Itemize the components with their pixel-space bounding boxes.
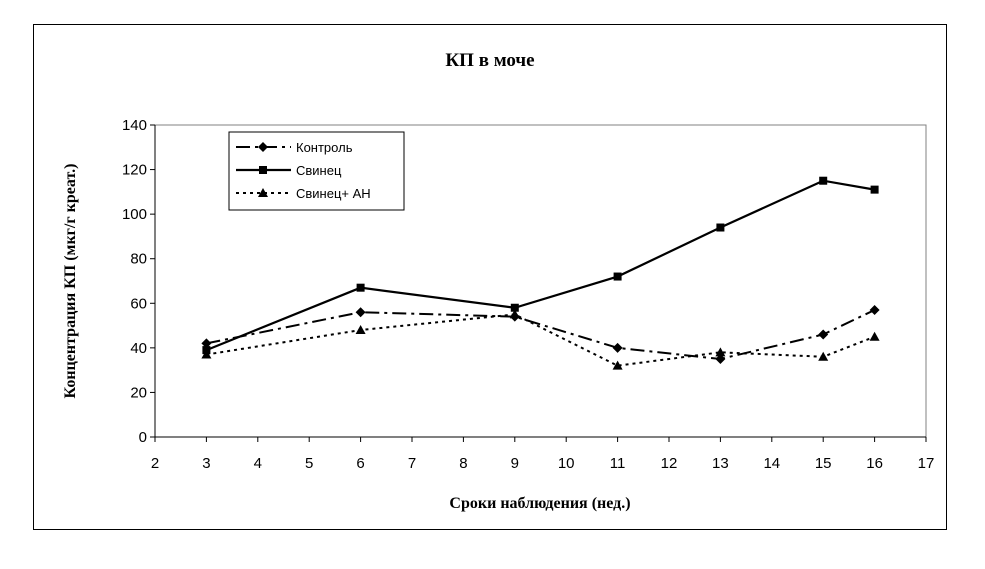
data-point — [201, 349, 212, 359]
chart-title: КП в моче — [445, 50, 534, 71]
series-line — [206, 309, 876, 361]
x-tick-label: 17 — [918, 455, 935, 472]
x-tick-label: 11 — [610, 455, 626, 472]
y-tick-label: 140 — [122, 117, 147, 134]
data-point — [612, 342, 623, 353]
data-point — [869, 304, 880, 315]
data-point — [201, 338, 212, 349]
legend-label: Свинец+ АН — [296, 186, 371, 201]
data-point — [818, 329, 829, 340]
data-point — [716, 223, 725, 232]
data-point — [715, 354, 726, 364]
x-tick-label: 10 — [558, 455, 575, 472]
x-tick-label: 14 — [763, 455, 780, 472]
series-layer — [201, 176, 880, 370]
legend-swatch-marker — [258, 188, 268, 197]
data-point — [509, 309, 520, 319]
x-tick-label: 13 — [712, 455, 729, 472]
y-tick-label: 40 — [130, 340, 147, 357]
y-tick-label: 60 — [130, 295, 147, 312]
x-tick-label: 7 — [408, 455, 416, 472]
legend-item: Контроль — [236, 140, 353, 155]
x-axis-title: Сроки наблюдения (нед.) — [449, 495, 630, 512]
data-point — [870, 185, 879, 194]
data-point — [818, 351, 829, 361]
y-tick-label: 100 — [122, 206, 147, 223]
legend-label: Свинец — [296, 163, 342, 178]
legend-swatch-marker — [259, 166, 267, 174]
data-point — [869, 331, 880, 341]
series-3 — [201, 309, 880, 370]
y-tick-label: 20 — [130, 384, 147, 401]
chart-frame — [33, 24, 947, 530]
y-tick-label: 120 — [122, 162, 147, 179]
y-tick-label: 0 — [139, 429, 147, 446]
data-point — [356, 283, 365, 292]
legend: Контроль Свинец Свинец+ АН — [228, 131, 405, 211]
y-axis-title: Концентрация КП (мкг/г креат.) — [62, 164, 79, 399]
data-point — [819, 176, 828, 185]
y-tick-label: 80 — [130, 251, 147, 268]
data-point — [355, 325, 366, 335]
x-tick-label: 16 — [866, 455, 883, 472]
x-tick-label: 9 — [511, 455, 519, 472]
series-1 — [201, 304, 880, 364]
x-tick-label: 3 — [202, 455, 210, 472]
legend-swatch-marker — [258, 142, 268, 152]
data-point — [510, 303, 519, 312]
legend-item: Свинец — [236, 163, 342, 178]
data-point — [355, 307, 366, 318]
x-ticks: 2 3 4 5 6 7 8 9 10 11 12 13 14 15 16 17 — [151, 437, 935, 472]
x-tick-label: 12 — [661, 455, 678, 472]
x-tick-label: 8 — [459, 455, 467, 472]
data-point — [612, 360, 623, 370]
legend-label: Контроль — [296, 140, 353, 155]
data-point — [613, 272, 622, 281]
y-ticks: 0 20 40 60 80 100 120 140 — [122, 117, 155, 446]
x-tick-label: 4 — [254, 455, 262, 472]
legend-item: Свинец+ АН — [236, 186, 371, 201]
x-tick-label: 5 — [305, 455, 313, 472]
x-tick-label: 2 — [151, 455, 159, 472]
x-tick-label: 15 — [815, 455, 832, 472]
x-tick-label: 6 — [356, 455, 364, 472]
data-point — [715, 347, 726, 357]
